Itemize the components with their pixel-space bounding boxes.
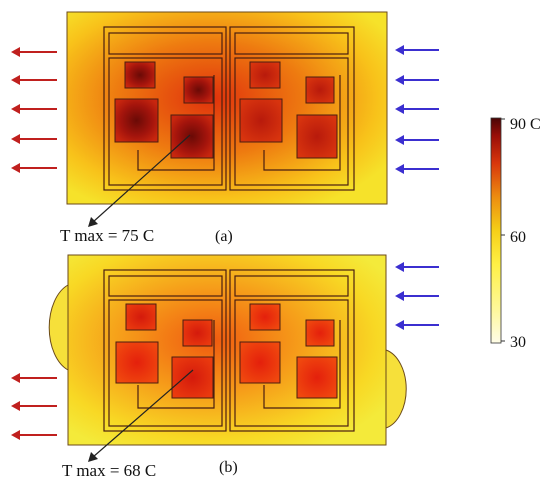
- outflow-arrows-a: [11, 47, 57, 173]
- module-a-left: [103, 26, 227, 191]
- panel-a: T max = 75 C (a): [11, 11, 439, 245]
- tmax-label-b: T max = 68 C: [62, 461, 156, 480]
- chip-a5: [249, 61, 281, 89]
- chip-b1: [125, 303, 157, 331]
- colorbar-label-max: 90 C: [510, 116, 541, 133]
- tmax-leader-a: [88, 134, 191, 227]
- chip-a4: [170, 114, 214, 159]
- chip-b5: [249, 303, 281, 331]
- bulge-right-b: [385, 349, 407, 429]
- chip-a3: [114, 98, 159, 143]
- chip-a2: [183, 76, 214, 104]
- inflow-arrows-b: [395, 262, 439, 330]
- outflow-arrows-b: [11, 373, 57, 440]
- chip-a1: [124, 61, 156, 89]
- caption-a: (a): [215, 228, 233, 245]
- tmax-leader-b: [88, 369, 194, 462]
- module-b-right: [229, 269, 355, 432]
- module-a-right: [229, 26, 355, 191]
- colorbar-label-mid: 60: [510, 229, 526, 246]
- colorbar-label-min: 30: [510, 334, 526, 351]
- chip-b8: [296, 356, 338, 399]
- chip-b3: [115, 341, 159, 384]
- chip-a8: [296, 114, 338, 159]
- colorbar: 90 C 60 30: [490, 116, 541, 351]
- panel-b: T max = 68 C (b): [11, 254, 439, 480]
- chip-a6: [305, 76, 335, 104]
- chip-b2: [182, 319, 213, 347]
- bulge-left-b: [48, 284, 69, 371]
- chip-b6: [305, 319, 335, 347]
- chip-a7: [239, 98, 283, 143]
- colorbar-gradient: [490, 117, 502, 344]
- caption-b: (b): [219, 459, 238, 476]
- chip-b4: [171, 356, 214, 399]
- chip-b7: [239, 341, 281, 384]
- tmax-label-a: T max = 75 C: [60, 226, 154, 245]
- inflow-arrows-a: [395, 45, 439, 174]
- module-b-left: [103, 269, 227, 432]
